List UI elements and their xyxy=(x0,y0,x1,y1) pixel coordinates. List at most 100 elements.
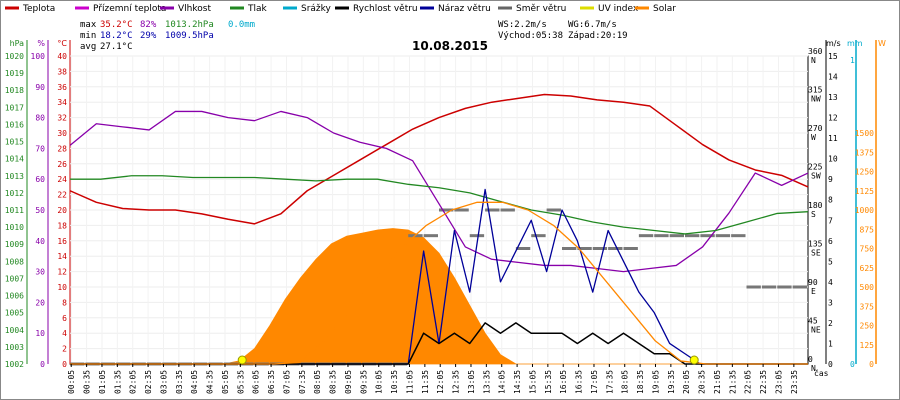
x-tick-label: 15:35 xyxy=(544,370,553,394)
x-tick-label: 22:05 xyxy=(744,370,753,394)
wind-axis-tick-label: 4 xyxy=(828,278,833,287)
temperature-axis-tick-label: 8 xyxy=(62,298,67,307)
solar-axis-tick-label: 500 xyxy=(860,283,875,292)
x-tick-label: 06:05 xyxy=(252,370,261,394)
direction-compass-label: E xyxy=(811,287,816,296)
direction-point xyxy=(761,285,777,289)
x-tick-label: 22:35 xyxy=(759,370,768,394)
x-tick-label: 04:35 xyxy=(206,370,215,394)
direction-point xyxy=(531,234,546,238)
x-tick-label: 19:05 xyxy=(651,370,660,394)
legend-label: Náraz větru xyxy=(438,4,491,14)
humidity-axis-tick-label: 70 xyxy=(35,144,45,153)
direction-point xyxy=(700,234,715,238)
direction-point xyxy=(423,234,438,238)
x-tick-label: 20:05 xyxy=(682,370,691,394)
pressure-axis-tick-label: 1015 xyxy=(5,138,24,147)
direction-point xyxy=(592,247,608,250)
humidity-axis-tick-label: 0 xyxy=(40,360,45,369)
wind-axis-tick-label: 14 xyxy=(828,73,838,82)
series-line-teplota xyxy=(69,93,809,225)
rain-axis-tick-label: 0 xyxy=(850,360,855,369)
x-tick-label: 12:35 xyxy=(452,370,461,394)
pressure-axis-tick-label: 1013 xyxy=(5,172,24,181)
solar-axis-tick-label: 750 xyxy=(860,245,875,254)
stat-sunset: Západ:20:19 xyxy=(568,31,628,41)
direction-degree-label: 180 xyxy=(808,201,823,210)
direction-point xyxy=(608,247,623,250)
x-tick-label: 10:35 xyxy=(390,370,399,394)
direction-degree-label: 270 xyxy=(808,124,823,133)
solar-axis-tick-label: 1000 xyxy=(855,206,874,215)
direction-point xyxy=(715,234,731,238)
stat-min-label: min xyxy=(80,31,96,41)
direction-point xyxy=(469,234,485,238)
pressure-axis-tick-label: 1017 xyxy=(5,103,24,112)
temperature-axis-tick-label: 28 xyxy=(57,144,67,153)
humidity-axis-tick-label: 10 xyxy=(35,329,45,338)
wind-axis-tick-label: 5 xyxy=(828,257,833,266)
pressure-axis-tick-label: 1008 xyxy=(5,257,24,266)
wind-axis-tick-label: 7 xyxy=(828,216,833,225)
wind-axis-tick-label: 12 xyxy=(828,114,838,123)
legend-label: Teplota xyxy=(22,4,55,14)
x-axis-unit: čas xyxy=(814,368,829,378)
legend-label: Solar xyxy=(653,4,676,14)
wind-axis-tick-label: 15 xyxy=(828,52,838,61)
legend-label: Vlhkost xyxy=(178,4,211,14)
stat-wind-gust: WG:6.7m/s xyxy=(568,20,617,30)
x-tick-label: 03:35 xyxy=(175,370,184,394)
wind-axis-tick-label: 9 xyxy=(828,175,833,184)
x-tick-label: 12:05 xyxy=(436,370,445,394)
direction-point xyxy=(577,247,592,250)
series-line-vlhkost xyxy=(69,110,809,273)
direction-point xyxy=(623,247,638,250)
sun-markers xyxy=(237,355,699,365)
temperature-axis-tick-label: 32 xyxy=(57,114,67,123)
humidity-axis-tick-label: 80 xyxy=(35,114,45,123)
x-tick-label: 13:35 xyxy=(482,370,491,394)
humidity-axis-tick-label: 60 xyxy=(35,175,45,184)
stat-max-humidity: 82% xyxy=(140,20,157,30)
stat-max-label: max xyxy=(80,20,97,30)
pressure-axis-tick-label: 1019 xyxy=(5,69,24,78)
direction-compass-label: S xyxy=(811,210,816,219)
direction-point xyxy=(485,208,500,212)
solar-axis-tick-label: 1250 xyxy=(855,168,874,177)
pressure-axis-tick-label: 1016 xyxy=(5,120,24,129)
rain-axis: 0 1 mm xyxy=(847,39,863,369)
x-tick-label: 00:35 xyxy=(83,370,92,394)
legend-label: Rychlost větru xyxy=(353,4,418,14)
rain-axis-tick-label: 1 xyxy=(850,56,855,65)
uv-marker xyxy=(689,355,699,365)
humidity-axis-tick-label: 40 xyxy=(35,237,45,246)
humidity-axis-unit: % xyxy=(37,39,45,48)
legend-label: UV index xyxy=(598,4,639,14)
stat-rain: 0.0mm xyxy=(228,20,255,30)
wind-axis-tick-label: 3 xyxy=(828,298,833,307)
direction-point xyxy=(669,234,684,238)
legend-label: Srážky xyxy=(301,4,332,14)
wind-axis-tick-label: 8 xyxy=(828,196,833,205)
x-tick-label: 03:05 xyxy=(159,370,168,394)
x-tick-label: 16:35 xyxy=(575,370,584,394)
stats-block: max 35.2°C 82% 1013.2hPa 0.0mm min 18.2°C 29% 10… xyxy=(80,20,628,52)
solar-axis-tick-label: 250 xyxy=(860,322,875,331)
stat-min-temp: 18.2°C xyxy=(100,31,133,41)
x-tick-label: 05:05 xyxy=(221,370,230,394)
solar-axis-tick-label: 0 xyxy=(869,360,874,369)
stat-min-humidity: 29% xyxy=(140,31,157,41)
pressure-axis-tick-label: 1006 xyxy=(5,292,24,301)
x-tick-label: 02:05 xyxy=(129,370,138,394)
direction-point xyxy=(500,208,515,212)
stat-max-temp: 35.2°C xyxy=(100,20,133,30)
x-tick-label: 18:35 xyxy=(636,370,645,394)
x-tick-label: 11:35 xyxy=(421,370,430,394)
wind-axis-tick-label: 10 xyxy=(828,155,838,164)
pressure-axis: 1002 1003 1004 1005 1006 1007 1008 1009 1010 1011… xyxy=(5,39,28,369)
solar-axis-tick-label: 875 xyxy=(860,225,875,234)
direction-point xyxy=(562,247,577,250)
stat-max-pressure: 1013.2hPa xyxy=(165,20,214,30)
x-tick-label: 17:05 xyxy=(590,370,599,394)
